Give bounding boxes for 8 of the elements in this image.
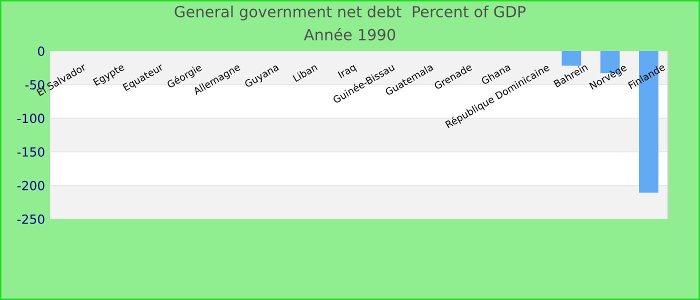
y-tick-label: -150 <box>17 147 44 157</box>
y-tick-label: -100 <box>17 114 44 124</box>
y-tick-label: -250 <box>17 214 44 224</box>
chart-title: General government net debt Percent of GDP <box>174 6 526 20</box>
y-tick-label: 0 <box>38 46 44 56</box>
chart-subtitle: Année 1990 <box>304 28 396 40</box>
x-tick-label: Liban <box>292 63 318 82</box>
y-tick-label: -200 <box>17 180 44 190</box>
